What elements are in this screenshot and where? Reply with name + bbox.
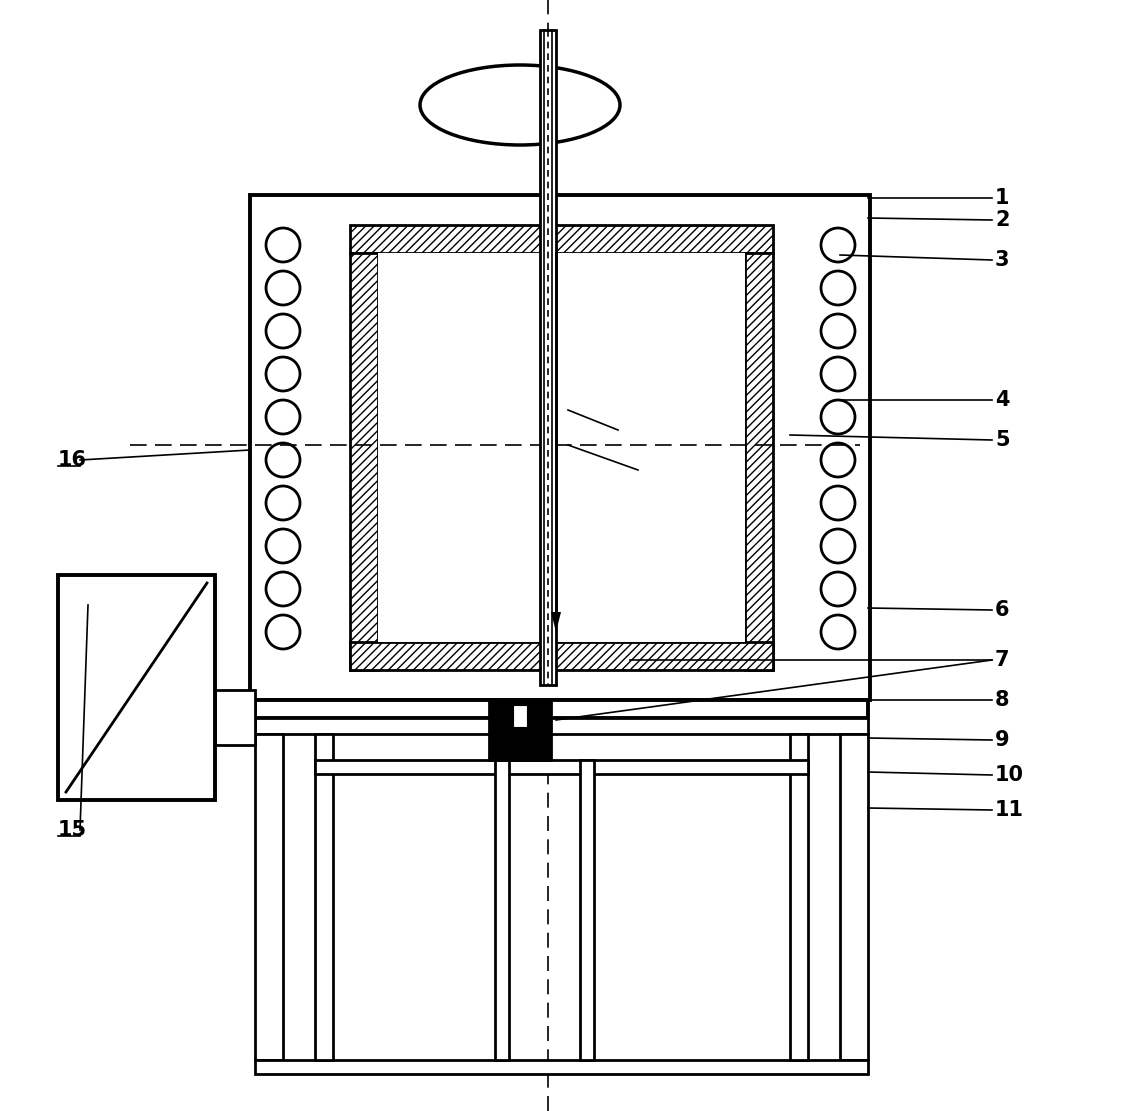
Circle shape bbox=[821, 529, 855, 563]
Polygon shape bbox=[550, 612, 561, 632]
Circle shape bbox=[266, 228, 300, 262]
Circle shape bbox=[821, 572, 855, 605]
Text: 7: 7 bbox=[995, 650, 1010, 670]
Circle shape bbox=[821, 486, 855, 520]
Circle shape bbox=[266, 486, 300, 520]
Text: 1: 1 bbox=[995, 188, 1010, 208]
Bar bbox=[315, 760, 808, 774]
Circle shape bbox=[266, 271, 300, 306]
Circle shape bbox=[266, 572, 300, 605]
Bar bbox=[513, 705, 527, 727]
Bar bbox=[350, 642, 773, 670]
Bar bbox=[495, 760, 509, 1060]
Circle shape bbox=[821, 314, 855, 348]
Text: 9: 9 bbox=[995, 730, 1010, 750]
Circle shape bbox=[821, 228, 855, 262]
Text: 15: 15 bbox=[58, 820, 87, 840]
Bar bbox=[255, 718, 869, 734]
Bar bbox=[255, 734, 283, 1060]
Text: 11: 11 bbox=[995, 800, 1024, 820]
Circle shape bbox=[266, 400, 300, 434]
Circle shape bbox=[266, 529, 300, 563]
Text: 16: 16 bbox=[58, 450, 87, 470]
Bar bbox=[840, 734, 869, 1060]
Bar bbox=[315, 734, 333, 1060]
Circle shape bbox=[821, 357, 855, 391]
Text: 6: 6 bbox=[995, 600, 1010, 620]
Text: 10: 10 bbox=[995, 765, 1024, 785]
Bar bbox=[250, 196, 870, 700]
Text: 2: 2 bbox=[995, 210, 1010, 230]
Circle shape bbox=[821, 443, 855, 477]
Text: 8: 8 bbox=[995, 690, 1010, 710]
Bar bbox=[580, 760, 594, 1060]
Circle shape bbox=[266, 314, 300, 348]
Bar bbox=[350, 253, 378, 670]
Circle shape bbox=[821, 271, 855, 306]
Bar bbox=[378, 253, 744, 642]
Circle shape bbox=[266, 357, 300, 391]
Text: 5: 5 bbox=[995, 430, 1010, 450]
Bar bbox=[215, 690, 255, 745]
Text: 4: 4 bbox=[995, 390, 1010, 410]
Circle shape bbox=[266, 443, 300, 477]
Bar bbox=[350, 226, 773, 253]
Bar bbox=[540, 30, 556, 685]
Bar bbox=[490, 700, 550, 760]
Circle shape bbox=[266, 615, 300, 649]
Circle shape bbox=[821, 400, 855, 434]
Bar bbox=[255, 1060, 869, 1074]
Bar bbox=[255, 700, 869, 718]
Bar bbox=[58, 575, 215, 800]
Bar bbox=[790, 734, 808, 1060]
Circle shape bbox=[821, 615, 855, 649]
Bar bbox=[744, 253, 773, 670]
Text: 3: 3 bbox=[995, 250, 1010, 270]
